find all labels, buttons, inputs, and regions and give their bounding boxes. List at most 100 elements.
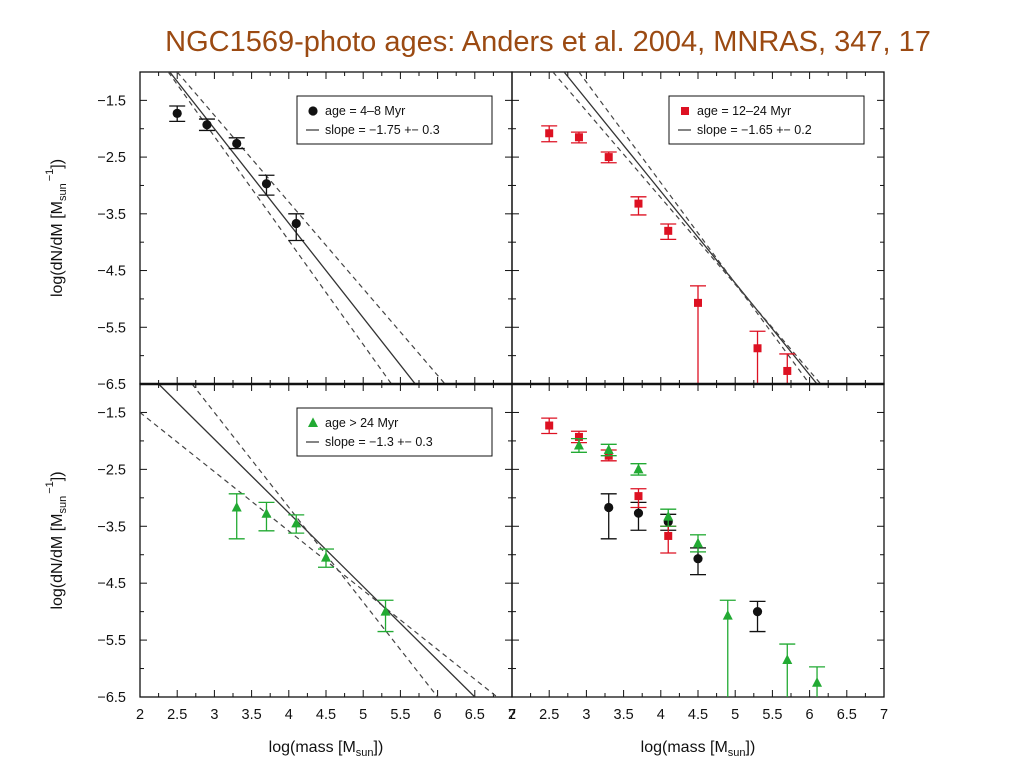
- fit-line: [158, 384, 476, 697]
- plot-area: [541, 417, 826, 697]
- x-tick-label: 2: [508, 707, 516, 723]
- y-tick-label: −1.5: [97, 405, 126, 421]
- data-point: [545, 129, 554, 138]
- y-tick-label: −3.5: [97, 519, 126, 535]
- y-tick-label: −5.5: [97, 633, 126, 649]
- data-point: [752, 607, 763, 617]
- panel-bottom-left: −1.5 −2.5 −3.5 −4.5 −5.5 −6.5 2 2.5 3 3.5 4 4.5 5 5.5…: [44, 383, 516, 759]
- x-tick-label: 3.5: [242, 707, 262, 723]
- y-axis-label-sub: sun: [57, 183, 69, 201]
- y-tick-label: −3.5: [97, 207, 126, 223]
- fit-confidence-line: [140, 411, 498, 697]
- legend-marker-label: age = 12–24 Myr: [697, 104, 791, 118]
- y-tick-label: −2.5: [97, 150, 126, 166]
- x-axis-label: log(mass [Msun]): [641, 739, 756, 759]
- data-point: [634, 492, 643, 501]
- legend-line-label: slope = −1.65 +− 0.2: [697, 123, 812, 137]
- x-tick-label: 6: [434, 707, 442, 723]
- x-tick-label: 6: [806, 707, 814, 723]
- data-point: [574, 133, 583, 142]
- x-tick-label: 2.5: [539, 707, 559, 723]
- legend-marker: [681, 107, 689, 115]
- panels-layer: −1.5 −2.5 −3.5 −4.5 −5.5 −6.5 age = 4–8 Myr slo…: [44, 71, 888, 759]
- x-axis-label: log(mass [Msun]): [269, 739, 384, 759]
- x-axis-label-sub: sun: [356, 747, 374, 759]
- data-point: [231, 501, 242, 512]
- legend-box: [296, 95, 493, 145]
- y-tick-label: −4.5: [97, 576, 126, 592]
- data-point: [172, 108, 182, 119]
- data-point: [753, 344, 762, 353]
- data-point: [633, 508, 644, 518]
- data-point: [321, 551, 331, 562]
- x-tick-label: 3: [210, 707, 218, 723]
- legend-line-label: slope = −1.3 +− 0.3: [325, 435, 433, 449]
- y-axis-label-sup: −1: [44, 481, 56, 494]
- data-point: [782, 654, 793, 665]
- data-point: [604, 153, 613, 162]
- plot-area: [140, 384, 498, 697]
- legend-marker: [308, 106, 318, 116]
- y-tick-label: −5.5: [97, 320, 126, 336]
- data-point: [812, 677, 823, 687]
- x-tick-label: 4: [657, 707, 665, 723]
- x-tick-label: 6.5: [837, 707, 857, 723]
- panel-bottom-right: 2 2.5 3 3.5 4 4.5 5 5.5 6 6.5 7 log(mass [Msun]): [508, 383, 888, 759]
- data-point: [664, 226, 673, 235]
- data-point: [634, 199, 643, 208]
- data-point: [693, 554, 703, 564]
- legend-marker: [308, 417, 318, 427]
- x-tick-label: 5.5: [762, 707, 782, 723]
- panel-top-right: age = 12–24 Myr slope = −1.65 +− 0.2: [511, 71, 885, 385]
- x-axis-label-main: log(mass [M: [641, 739, 728, 756]
- x-tick-label: 7: [880, 707, 888, 723]
- legend-marker-label: age = 4–8 Myr: [325, 104, 405, 118]
- y-axis-label-main: log(dN/dM [M: [49, 514, 66, 610]
- fit-line: [563, 72, 818, 384]
- x-axis-label-end: ]): [374, 739, 384, 756]
- y-tick-label: −6.5: [97, 690, 126, 706]
- x-tick-label: 5: [731, 707, 739, 723]
- data-point: [783, 366, 792, 375]
- y-tick-label: −6.5: [97, 377, 126, 393]
- data-point: [291, 517, 302, 528]
- data-point: [380, 606, 391, 616]
- data-point: [573, 439, 584, 450]
- data-point: [694, 298, 702, 307]
- x-axis-label-sub: sun: [728, 747, 746, 759]
- y-tick-label: −4.5: [97, 264, 126, 280]
- x-tick-label: 6.5: [465, 707, 485, 723]
- fit-confidence-line: [176, 72, 446, 384]
- legend-box: [296, 407, 493, 457]
- x-tick-label: 4.5: [316, 707, 336, 723]
- data-point: [664, 531, 673, 540]
- data-point: [722, 610, 733, 620]
- y-axis-label-end: ]): [49, 471, 66, 481]
- y-axis-label: log(dN/dM [Msun−1]): [44, 471, 69, 609]
- y-axis-label-main: log(dN/dM [M: [49, 201, 66, 297]
- x-tick-label: 7: [508, 707, 516, 723]
- y-axis-label-end: ]): [49, 159, 66, 169]
- x-axis-label-main: log(mass [M: [269, 739, 356, 756]
- plot-area: [541, 72, 822, 384]
- data-point: [633, 463, 644, 474]
- y-axis-label: log(dN/dM [Msun−1]): [44, 159, 69, 297]
- x-tick-label: 4.5: [688, 707, 708, 723]
- x-tick-label: 4: [285, 707, 293, 723]
- data-point: [574, 432, 583, 441]
- fit-confidence-line: [578, 72, 811, 384]
- data-point: [604, 502, 614, 513]
- data-point: [202, 120, 212, 130]
- fit-confidence-line: [552, 72, 822, 384]
- x-axis-label-end: ]): [746, 739, 756, 756]
- panel-top-left: −1.5 −2.5 −3.5 −4.5 −5.5 −6.5 age = 4–8 Myr slo…: [44, 71, 513, 393]
- legend-box: [668, 95, 865, 145]
- x-tick-label: 2: [136, 707, 144, 723]
- data-point: [603, 444, 614, 455]
- x-tick-label: 2.5: [167, 707, 187, 723]
- slide-title: NGC1569-photo ages: Anders et al. 2004, …: [165, 26, 931, 58]
- x-tick-label: 3.5: [614, 707, 634, 723]
- legend-marker-label: age > 24 Myr: [325, 416, 398, 430]
- x-tick-label: 5.5: [390, 707, 410, 723]
